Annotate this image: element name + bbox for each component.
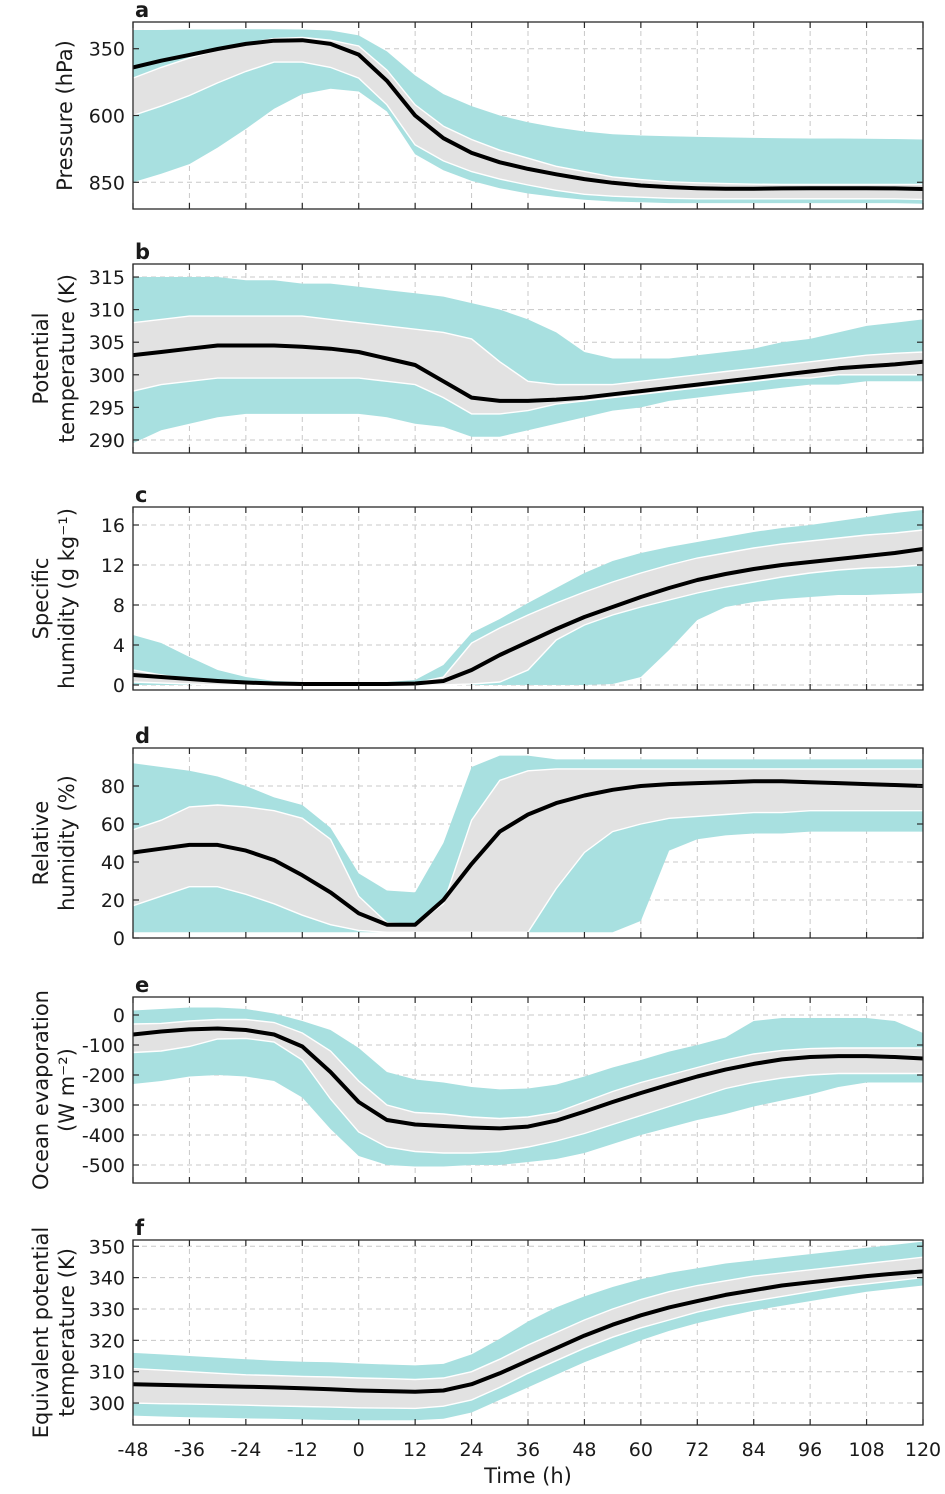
panel-b: 290 295 300 305 310 315 b Potential temperature … <box>29 240 924 454</box>
x-tick-label: 36 <box>516 1439 540 1461</box>
median-line <box>133 547 923 686</box>
percentile-25-75-band <box>133 1018 923 1154</box>
y-tick-label: 350 <box>89 1236 125 1258</box>
panel-c: 0 4 8 12 16 c Specific humidity (g kg⁻¹) <box>29 483 924 697</box>
median-line <box>133 1269 923 1394</box>
panel-e: 0 -100 -200 -300 -400 -500 e Ocean evaporation(… <box>29 973 924 1190</box>
y-tick-label: 20 <box>101 890 125 912</box>
median-line <box>133 1026 923 1131</box>
y-axis-label: (W m⁻²) <box>55 1048 79 1132</box>
x-tick-label: 24 <box>459 1439 483 1461</box>
percentile-10-90-band <box>133 277 923 444</box>
panel-letter: d <box>135 724 150 748</box>
x-tick-label: 120 <box>905 1439 941 1461</box>
panel-letter: a <box>135 0 149 22</box>
x-tick-label: 108 <box>848 1439 884 1461</box>
y-tick-label: 305 <box>89 332 125 354</box>
y-axis-label: Pressure (hPa) <box>53 40 77 191</box>
y-tick-label: 350 <box>89 39 125 61</box>
x-tick-label: 84 <box>742 1439 766 1461</box>
y-tick-label: 8 <box>113 595 125 617</box>
panel-a: 350 600 850 a Pressure (hPa) <box>53 0 924 210</box>
y-tick-label: 16 <box>101 515 125 537</box>
x-tick-label: 12 <box>403 1439 427 1461</box>
y-tick-label: -300 <box>82 1095 125 1117</box>
y-axis-label: humidity (%) <box>55 775 79 911</box>
y-tick-label: 300 <box>89 365 125 387</box>
panel-f: 300 310 320 330 340 350 f Equivalent potential t… <box>29 1216 924 1438</box>
y-axis-label: humidity (g kg⁻¹) <box>55 508 79 689</box>
y-tick-label: -200 <box>82 1065 125 1087</box>
y-tick-label: 340 <box>89 1268 125 1290</box>
y-tick-label: -500 <box>82 1155 125 1177</box>
x-tick-label: 96 <box>798 1439 822 1461</box>
x-tick-label: 48 <box>572 1439 596 1461</box>
x-axis: -48 -36 -24 -12 0 12 24 36 48 60 72 84 96 108 120 Time … <box>117 1439 941 1488</box>
x-tick-label: -36 <box>174 1439 205 1461</box>
x-tick-label: -12 <box>287 1439 318 1461</box>
y-tick-label: 320 <box>89 1330 125 1352</box>
y-axis-label: Specific <box>29 558 53 640</box>
y-tick-label: 4 <box>113 635 125 657</box>
median-line <box>133 779 923 927</box>
panel-letter: c <box>135 483 147 507</box>
panel-letter: f <box>135 1216 145 1240</box>
y-tick-label: 80 <box>101 776 125 798</box>
y-tick-label: -100 <box>82 1035 125 1057</box>
x-tick-label: 0 <box>353 1439 365 1461</box>
x-tick-label: -24 <box>230 1439 261 1461</box>
y-tick-label: 0 <box>113 675 125 697</box>
percentile-25-75-band <box>133 315 923 415</box>
y-tick-label: 40 <box>101 852 125 874</box>
y-axis-label: temperature (K) <box>55 1248 79 1417</box>
y-tick-label: -400 <box>82 1125 125 1147</box>
y-tick-label: 300 <box>89 1393 125 1415</box>
y-axis-label: Potential <box>29 313 53 405</box>
median-line <box>133 38 923 191</box>
y-tick-label: 315 <box>89 267 125 289</box>
panel-d: 0 20 40 60 80 d Relative humidity (%) <box>29 724 924 950</box>
y-tick-label: 310 <box>89 300 125 322</box>
y-axis-label: Equivalent potential <box>29 1227 53 1438</box>
y-tick-label: 0 <box>113 928 125 950</box>
y-axis-label: Relative <box>29 801 53 886</box>
y-tick-label: 60 <box>101 814 125 836</box>
y-tick-label: 850 <box>89 172 125 194</box>
x-axis-label: Time (h) <box>483 1464 572 1488</box>
y-tick-label: 310 <box>89 1362 125 1384</box>
panel-letter: b <box>135 240 150 264</box>
y-tick-label: 600 <box>89 106 125 128</box>
median-line <box>133 343 923 403</box>
y-tick-label: 0 <box>113 1005 125 1027</box>
y-axis-label: temperature (K) <box>55 274 79 443</box>
y-tick-label: 295 <box>89 397 125 419</box>
x-tick-label: 72 <box>685 1439 709 1461</box>
y-axis-label: Ocean evaporation <box>29 990 53 1190</box>
percentile-10-90-band <box>133 29 923 204</box>
percentile-10-90-band <box>133 1007 923 1167</box>
x-tick-label: -48 <box>117 1439 148 1461</box>
panel-letter: e <box>135 973 149 997</box>
y-tick-label: 330 <box>89 1299 125 1321</box>
y-tick-label: 12 <box>101 555 125 577</box>
x-tick-label: 60 <box>629 1439 653 1461</box>
y-tick-label: 290 <box>89 430 125 452</box>
